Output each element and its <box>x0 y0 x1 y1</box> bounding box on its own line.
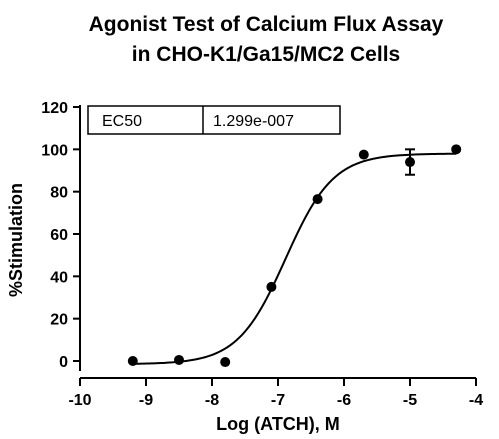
y-tick-label: 0 <box>59 354 68 371</box>
x-tick-label: -9 <box>139 392 153 409</box>
data-point <box>266 281 277 292</box>
data-point <box>312 194 323 205</box>
y-axis-label: %Stimulation <box>6 183 26 297</box>
x-tick-label: -7 <box>271 392 285 409</box>
x-axis-ticks: -10 -9 -8 -7 -6 -5 -4 <box>68 378 483 409</box>
data-point <box>174 354 184 365</box>
y-tick-label: 80 <box>50 185 68 202</box>
data-point <box>220 357 231 368</box>
y-tick-label: 20 <box>50 312 68 329</box>
ec50-label: EC50 <box>102 113 142 130</box>
x-tick-label: -5 <box>403 392 417 409</box>
data-points <box>127 144 462 368</box>
chart-title-line-1: Agonist Test of Calcium Flux Assay <box>89 13 444 36</box>
y-tick-label: 60 <box>50 227 68 244</box>
data-point <box>358 149 369 160</box>
x-axis-label: Log (ATCH), M <box>216 414 340 434</box>
fit-curve <box>132 152 457 365</box>
data-point <box>127 356 138 366</box>
x-tick-label: -6 <box>337 392 351 409</box>
x-tick-label: -4 <box>469 392 483 409</box>
x-tick-label: -8 <box>205 392 219 409</box>
ec50-table: EC50 1.299e-007 <box>87 105 341 135</box>
x-tick-label: -10 <box>68 392 91 409</box>
ec50-table-border <box>87 105 341 135</box>
data-point <box>451 144 462 155</box>
y-tick-label: 120 <box>41 100 68 117</box>
y-axis-ticks: 0 20 40 60 80 100 120 <box>41 100 80 371</box>
chart-title-line-2: in CHO-K1/Ga15/MC2 Cells <box>132 43 400 66</box>
y-tick-label: 100 <box>41 142 68 159</box>
ec50-value: 1.299e-007 <box>213 113 294 130</box>
y-tick-label: 40 <box>50 269 68 286</box>
data-point <box>405 157 415 168</box>
